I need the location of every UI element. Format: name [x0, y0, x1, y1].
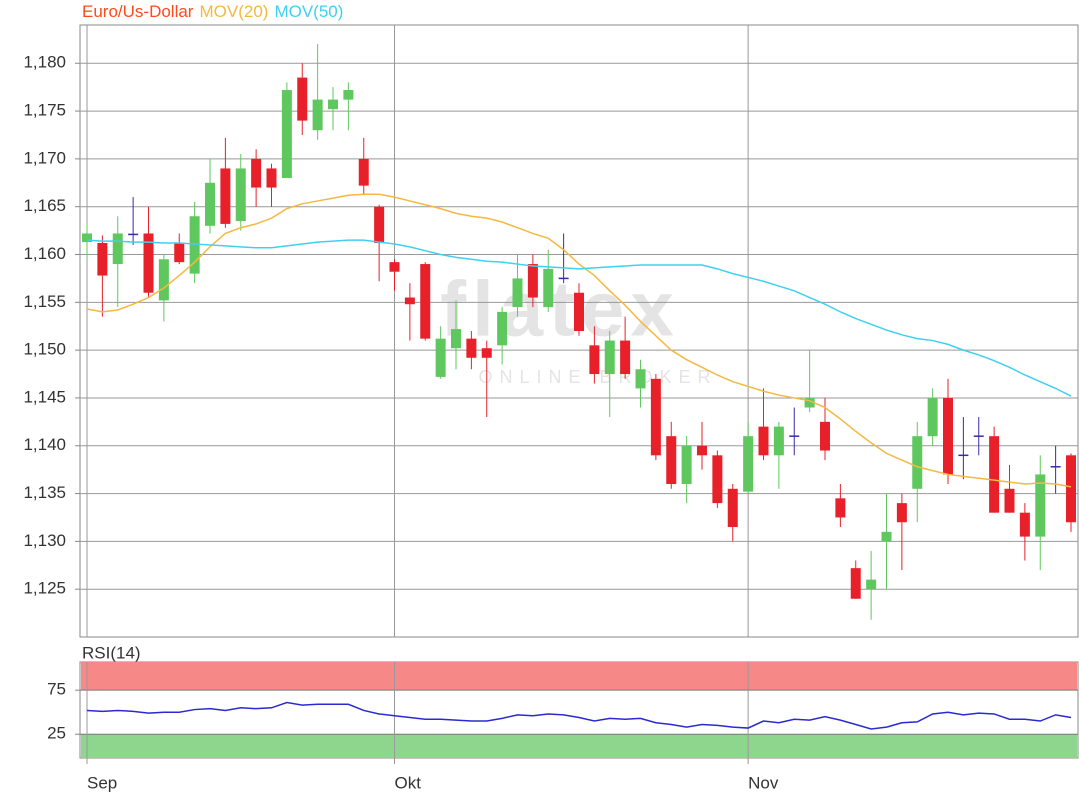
y-tick-label: 1,170 [23, 148, 66, 167]
y-tick-label: 1,130 [23, 531, 66, 550]
y-tick-label: 1,175 [23, 101, 66, 120]
y-tick-label: 1,135 [23, 483, 66, 502]
candle-body [466, 338, 477, 358]
candle-body [451, 329, 461, 349]
candle-body [881, 531, 892, 542]
legend: Euro/Us-Dollar MOV(20) MOV(50) [82, 2, 343, 21]
candle-body [481, 348, 492, 358]
y-tick-label: 1,145 [23, 387, 66, 406]
candle-body [97, 243, 108, 276]
candle-body [220, 168, 231, 224]
line-series [86, 193, 1072, 488]
candle-body [804, 397, 815, 408]
candle-body [266, 168, 277, 188]
candle-body [374, 206, 385, 244]
candle-body [328, 99, 338, 110]
candle-body [497, 311, 508, 346]
candle-body [620, 340, 631, 375]
candle-body [697, 445, 707, 456]
candle-body [158, 259, 169, 301]
candle-body [251, 158, 262, 188]
indicator-label: RSI(14) [82, 643, 141, 662]
candle-body [927, 397, 938, 437]
candle-body [589, 345, 600, 375]
candle-body [1004, 488, 1015, 513]
candle-body [297, 77, 308, 121]
candle-body [727, 488, 738, 528]
candle-body [435, 338, 446, 377]
candle-body [281, 90, 292, 178]
candle-body [143, 233, 154, 293]
y-tick-label: 1,150 [23, 340, 66, 359]
candle-body [681, 445, 692, 484]
lower-band [81, 734, 1077, 758]
candle-body [912, 436, 923, 489]
candle-body [1019, 512, 1030, 537]
watermark-brand: flatex [440, 265, 680, 353]
upper-band [81, 662, 1077, 691]
candle-body [389, 262, 400, 272]
candle-body [712, 455, 723, 504]
candle-body [174, 243, 185, 263]
legend-entry: MOV(20) [199, 2, 268, 21]
x-tick-label: Nov [748, 773, 779, 792]
y-tick-label: 1,125 [23, 579, 66, 598]
line-series [86, 239, 1072, 397]
x-tick-label: Sep [87, 773, 117, 792]
candle-body [235, 168, 246, 222]
candle-body [343, 90, 354, 100]
candle-body [666, 436, 677, 484]
y-tick-label: 1,180 [23, 53, 66, 72]
candle-body [943, 397, 953, 475]
candle-body [866, 579, 877, 590]
candle-body [896, 503, 907, 523]
candle-body [850, 568, 861, 599]
candle-body [312, 99, 323, 131]
candle-body [82, 233, 92, 243]
legend-entry: Euro/Us-Dollar [82, 2, 194, 21]
candle-body [574, 292, 584, 331]
candle-body [112, 233, 123, 265]
candle-body [420, 264, 431, 339]
candle-body [404, 297, 415, 305]
candle-body [527, 264, 538, 298]
x-tick-label: Okt [395, 773, 422, 792]
candle-body [820, 421, 830, 451]
legend-entry: MOV(50) [274, 2, 343, 21]
candle-body [635, 369, 646, 389]
candle-body [743, 436, 754, 492]
candle-body [1066, 455, 1076, 523]
candle-body [758, 426, 769, 456]
candle-body [650, 378, 661, 456]
line-series [86, 701, 1072, 730]
candle-body [989, 436, 1000, 513]
candle-body [604, 340, 615, 375]
candle-body [512, 278, 523, 308]
y-tick-label: 1,155 [23, 292, 66, 311]
candle-body [1035, 474, 1046, 537]
candle-body [835, 498, 846, 518]
candle-body [205, 182, 215, 226]
candle-body [189, 216, 200, 274]
candle-body [358, 158, 369, 186]
y-tick-label: 1,165 [23, 196, 66, 215]
y-tick-label: 1,160 [23, 244, 66, 263]
y-tick-label: 75 [47, 680, 66, 699]
candle-body [773, 426, 784, 456]
y-tick-label: 25 [47, 724, 66, 743]
candle-body [543, 268, 554, 308]
y-tick-label: 1,140 [23, 435, 66, 454]
